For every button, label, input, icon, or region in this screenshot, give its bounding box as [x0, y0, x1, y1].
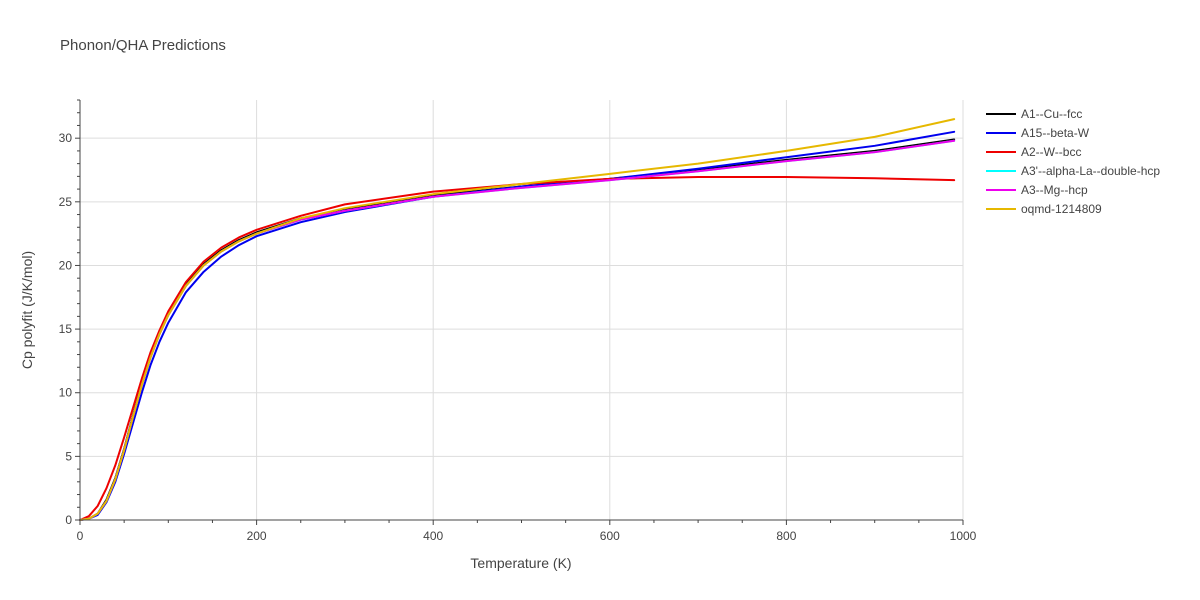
y-tick-label: 30: [59, 131, 73, 145]
y-tick-label: 10: [59, 386, 73, 400]
legend-label: A1--Cu--fcc: [1021, 107, 1082, 121]
x-tick-label: 1000: [950, 529, 977, 543]
legend-label: A2--W--bcc: [1021, 145, 1081, 159]
legend-label: A3'--alpha-La--double-hcp: [1021, 164, 1160, 178]
y-tick-label: 15: [59, 322, 73, 336]
legend-label: A3--Mg--hcp: [1021, 183, 1088, 197]
y-tick-label: 20: [59, 258, 73, 272]
x-tick-label: 0: [77, 529, 84, 543]
x-tick-label: 200: [247, 529, 267, 543]
y-axis-title: Cp polyfit (J/K/mol): [19, 251, 35, 369]
plot-area: [79, 118, 956, 521]
series-line-1: [79, 130, 956, 521]
y-tick-label: 5: [65, 449, 72, 463]
axes: 0 200 400 600 800 1000 0 5 10 15 20 25 30: [59, 99, 977, 543]
x-tick-label: 600: [600, 529, 620, 543]
legend-label: A15--beta-W: [1021, 126, 1090, 140]
series-line-5: [79, 118, 956, 521]
grid: [80, 100, 964, 520]
x-tick-label: 800: [776, 529, 796, 543]
chart-title: Phonon/QHA Predictions: [60, 37, 226, 54]
series-line-0: [79, 138, 956, 521]
legend: A1--Cu--fcc A15--beta-W A2--W--bcc A3'--alp…: [986, 107, 1160, 216]
legend-label: oqmd-1214809: [1021, 202, 1102, 216]
y-tick-label: 0: [65, 513, 72, 527]
series-line-2: [79, 176, 956, 521]
series-line-3: [79, 139, 956, 521]
x-tick-label: 400: [423, 529, 443, 543]
x-axis-title: Temperature (K): [470, 555, 571, 571]
series-line-4: [79, 139, 956, 521]
y-tick-label: 25: [59, 195, 73, 209]
